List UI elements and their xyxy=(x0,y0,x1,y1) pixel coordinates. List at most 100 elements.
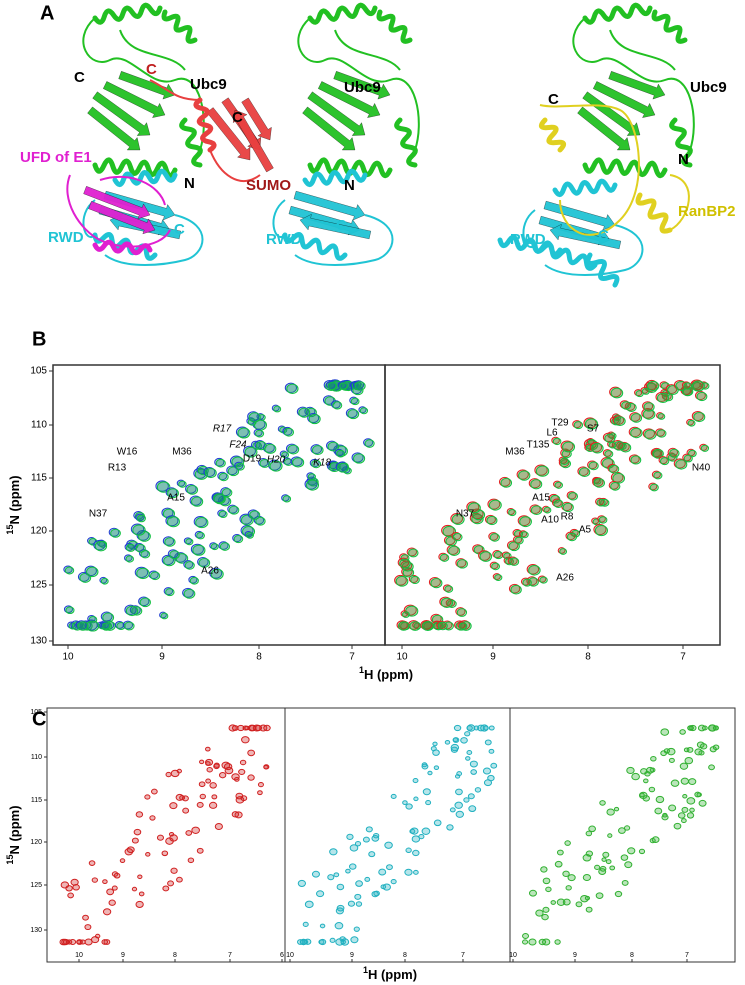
peak xyxy=(418,833,425,840)
peak xyxy=(436,620,447,630)
peak xyxy=(638,848,646,855)
peak xyxy=(707,724,717,732)
peak xyxy=(465,756,471,761)
y-axis-title: 15N (ppm) xyxy=(5,475,22,534)
peak xyxy=(670,779,680,787)
peak xyxy=(530,479,543,490)
panel-label: B xyxy=(32,328,46,350)
peak-label: F24 xyxy=(229,440,247,451)
coil xyxy=(294,214,394,266)
peak-label: N37 xyxy=(456,509,475,520)
peak xyxy=(689,807,695,813)
peak xyxy=(232,533,242,543)
strand xyxy=(293,190,366,221)
peak xyxy=(160,612,169,620)
peak xyxy=(79,939,86,945)
peak xyxy=(390,793,397,800)
peak xyxy=(688,778,697,786)
peak xyxy=(542,938,551,946)
peak xyxy=(231,725,239,731)
structure-label: C xyxy=(232,109,243,126)
x-tick-label: 9 xyxy=(490,652,496,663)
peak xyxy=(412,849,420,857)
peak xyxy=(468,805,477,813)
peak xyxy=(455,788,463,796)
peak xyxy=(336,904,345,912)
structure-label: C xyxy=(598,227,609,244)
peak xyxy=(614,416,626,427)
peak xyxy=(474,787,482,793)
strand xyxy=(88,201,156,235)
coil xyxy=(82,17,205,151)
peak xyxy=(131,837,139,844)
peak xyxy=(316,890,325,898)
peak xyxy=(545,886,552,893)
peak xyxy=(642,795,650,802)
peak xyxy=(456,608,468,617)
x-tick-label: 9 xyxy=(573,952,577,959)
peak xyxy=(594,524,608,537)
peak xyxy=(610,481,621,491)
peak-label: A5 xyxy=(579,525,592,536)
spectrum-frame xyxy=(384,364,721,646)
peak xyxy=(608,480,619,490)
peak xyxy=(682,794,688,799)
peak xyxy=(125,605,139,617)
peak xyxy=(209,782,217,789)
helix xyxy=(538,117,567,153)
strand xyxy=(582,91,641,136)
peak xyxy=(231,811,240,818)
peak xyxy=(67,892,74,899)
coil xyxy=(272,199,286,238)
helix xyxy=(92,231,158,261)
strand xyxy=(103,190,176,221)
peak-label: W16 xyxy=(117,447,138,458)
peak xyxy=(187,857,195,864)
peak xyxy=(282,495,292,503)
axis-text: N (ppm) xyxy=(7,805,22,854)
peak xyxy=(709,746,717,753)
peak xyxy=(353,453,366,464)
peak xyxy=(605,859,612,865)
peak xyxy=(433,819,442,827)
peak xyxy=(564,840,571,846)
peak xyxy=(378,868,387,876)
coil xyxy=(149,79,201,101)
peak xyxy=(588,461,599,471)
peak xyxy=(402,800,408,806)
peak xyxy=(332,401,343,410)
peak xyxy=(354,840,362,847)
peak xyxy=(402,611,410,618)
peak xyxy=(641,387,650,395)
peak-label: N37 xyxy=(89,509,108,520)
peak xyxy=(680,777,690,785)
coil xyxy=(609,29,676,71)
peak xyxy=(307,473,316,481)
peak xyxy=(649,767,656,773)
peak xyxy=(135,544,146,553)
helix xyxy=(552,178,618,198)
peak xyxy=(206,766,213,773)
peak xyxy=(327,382,337,390)
peak xyxy=(349,844,359,852)
y-tick-label: 125 xyxy=(30,580,47,591)
peak xyxy=(100,577,109,585)
helix xyxy=(161,9,198,44)
peak xyxy=(125,555,135,563)
structure-label: N xyxy=(184,175,195,192)
peak xyxy=(308,413,321,425)
y-tick-label: 110 xyxy=(31,420,47,431)
peak xyxy=(696,391,708,402)
peak xyxy=(456,559,468,569)
strand xyxy=(577,106,631,151)
x-tick-label: 7 xyxy=(685,952,689,959)
y-tick-label: 105 xyxy=(30,709,42,716)
peak xyxy=(543,506,552,514)
peak xyxy=(150,571,161,581)
peak xyxy=(183,588,196,599)
peak xyxy=(386,864,393,871)
peak xyxy=(311,870,320,878)
peak xyxy=(247,749,256,757)
peak xyxy=(451,514,465,525)
strand xyxy=(118,71,176,100)
